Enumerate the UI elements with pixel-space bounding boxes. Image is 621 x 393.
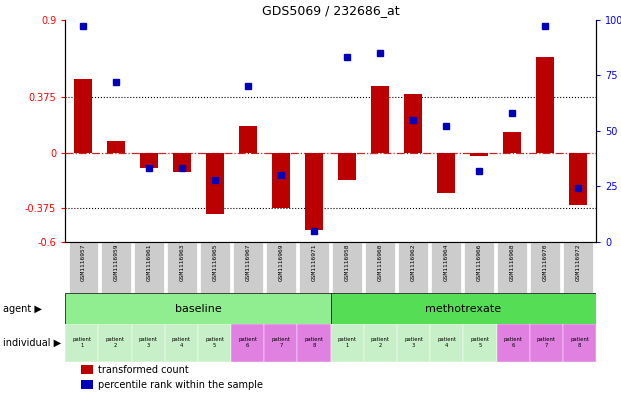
- Bar: [231, 324, 265, 362]
- Text: patient
2: patient 2: [106, 338, 124, 348]
- Text: GSM1116961: GSM1116961: [147, 243, 152, 281]
- Bar: [206, 153, 224, 213]
- Text: patient
8: patient 8: [570, 338, 589, 348]
- Text: patient
7: patient 7: [271, 338, 291, 348]
- Bar: [397, 324, 430, 362]
- Text: GSM1116967: GSM1116967: [246, 243, 251, 281]
- Bar: [503, 132, 521, 153]
- Title: GDS5069 / 232686_at: GDS5069 / 232686_at: [262, 4, 399, 17]
- Text: patient
4: patient 4: [172, 338, 191, 348]
- Text: GSM1116969: GSM1116969: [279, 243, 284, 281]
- Text: GSM1116963: GSM1116963: [179, 243, 185, 281]
- Bar: [299, 242, 329, 293]
- Bar: [140, 153, 158, 168]
- Bar: [497, 324, 530, 362]
- Text: patient
5: patient 5: [205, 338, 224, 348]
- Text: individual ▶: individual ▶: [3, 338, 61, 348]
- Bar: [398, 242, 428, 293]
- Text: GSM1116966: GSM1116966: [476, 243, 482, 281]
- Bar: [297, 324, 330, 362]
- Bar: [470, 153, 488, 156]
- Bar: [437, 153, 455, 193]
- Bar: [81, 365, 93, 374]
- Bar: [338, 153, 356, 180]
- Bar: [536, 57, 554, 153]
- Bar: [330, 324, 364, 362]
- Bar: [233, 242, 263, 293]
- Bar: [404, 94, 422, 153]
- Bar: [305, 153, 324, 230]
- Bar: [107, 141, 125, 153]
- Text: patient
1: patient 1: [338, 338, 357, 348]
- Text: GSM1116968: GSM1116968: [510, 243, 515, 281]
- Text: GSM1116959: GSM1116959: [114, 243, 119, 281]
- Text: patient
6: patient 6: [504, 338, 523, 348]
- Bar: [430, 324, 463, 362]
- Bar: [198, 324, 231, 362]
- Bar: [364, 324, 397, 362]
- Text: patient
6: patient 6: [238, 338, 257, 348]
- Bar: [332, 242, 362, 293]
- Text: patient
3: patient 3: [138, 338, 158, 348]
- Bar: [330, 293, 596, 324]
- Text: percentile rank within the sample: percentile rank within the sample: [98, 380, 263, 390]
- Text: patient
2: patient 2: [371, 338, 390, 348]
- Text: GSM1116957: GSM1116957: [81, 243, 86, 281]
- Text: patient
7: patient 7: [537, 338, 556, 348]
- Text: GSM1116970: GSM1116970: [543, 243, 548, 281]
- Bar: [569, 153, 587, 205]
- Text: methotrexate: methotrexate: [425, 303, 502, 314]
- Bar: [168, 242, 197, 293]
- Bar: [98, 324, 132, 362]
- Text: patient
3: patient 3: [404, 338, 423, 348]
- Bar: [65, 293, 330, 324]
- Text: GSM1116964: GSM1116964: [443, 243, 448, 281]
- Text: GSM1116960: GSM1116960: [378, 243, 383, 281]
- Text: patient
5: patient 5: [471, 338, 489, 348]
- Bar: [65, 324, 98, 362]
- Text: patient
8: patient 8: [304, 338, 324, 348]
- Text: GSM1116972: GSM1116972: [576, 243, 581, 281]
- Bar: [68, 242, 98, 293]
- Bar: [165, 324, 198, 362]
- Text: agent ▶: agent ▶: [3, 303, 42, 314]
- Bar: [75, 79, 93, 153]
- Bar: [239, 126, 257, 153]
- Bar: [563, 324, 596, 362]
- Bar: [173, 153, 191, 172]
- Bar: [272, 153, 290, 208]
- Text: patient
1: patient 1: [72, 338, 91, 348]
- Text: patient
4: patient 4: [437, 338, 456, 348]
- Bar: [563, 242, 593, 293]
- Text: GSM1116958: GSM1116958: [345, 243, 350, 281]
- Text: baseline: baseline: [175, 303, 221, 314]
- Text: GSM1116965: GSM1116965: [213, 243, 218, 281]
- Bar: [266, 242, 296, 293]
- Bar: [463, 324, 497, 362]
- Bar: [371, 86, 389, 153]
- Bar: [365, 242, 395, 293]
- Bar: [431, 242, 461, 293]
- Bar: [201, 242, 230, 293]
- Bar: [132, 324, 165, 362]
- Bar: [497, 242, 527, 293]
- Bar: [465, 242, 494, 293]
- Bar: [81, 380, 93, 389]
- Text: transformed count: transformed count: [98, 365, 189, 375]
- Text: GSM1116971: GSM1116971: [312, 243, 317, 281]
- Text: GSM1116962: GSM1116962: [410, 243, 415, 281]
- Bar: [101, 242, 131, 293]
- Bar: [530, 324, 563, 362]
- Bar: [135, 242, 164, 293]
- Bar: [265, 324, 297, 362]
- Bar: [530, 242, 560, 293]
